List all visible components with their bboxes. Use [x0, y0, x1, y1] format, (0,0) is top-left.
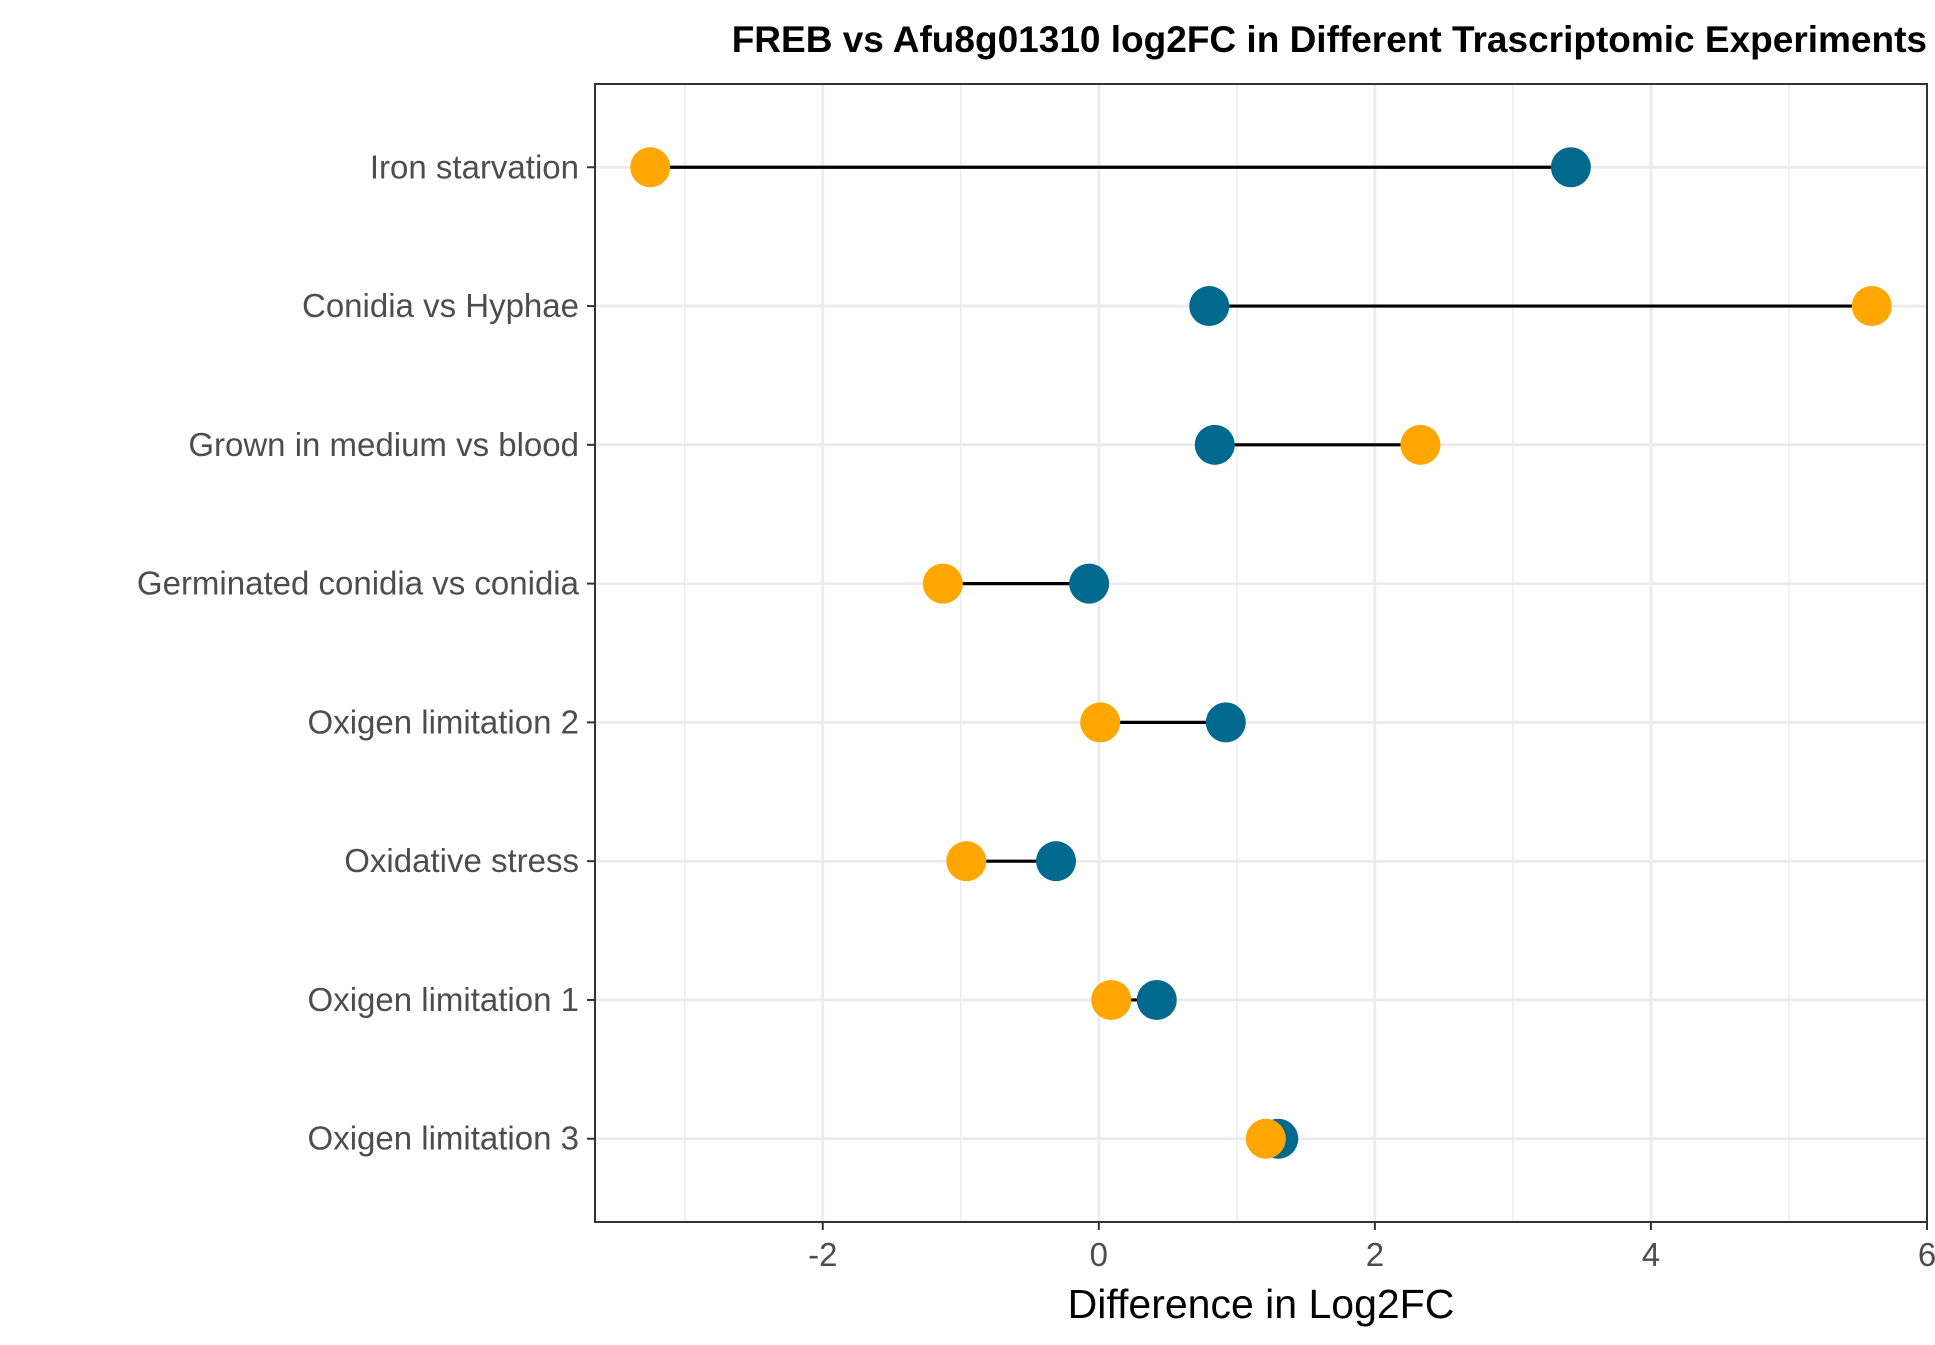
- data-point: [922, 563, 963, 604]
- data-point: [1205, 702, 1246, 743]
- y-tick-label: Grown in medium vs blood: [188, 426, 579, 463]
- data-point: [1550, 147, 1591, 188]
- points: [630, 147, 1892, 1159]
- grid: [595, 84, 1927, 1222]
- y-tick-label: Germinated conidia vs conidia: [137, 565, 580, 602]
- data-point: [1036, 841, 1077, 882]
- chart-title: FREB vs Afu8g01310 log2FC in Different T…: [732, 19, 1927, 60]
- y-tick-label: Conidia vs Hyphae: [302, 287, 579, 324]
- y-tick-label: Oxigen limitation 3: [308, 1120, 579, 1157]
- y-tick-label: Iron starvation: [370, 148, 579, 185]
- data-point: [1091, 979, 1132, 1020]
- data-point: [1080, 702, 1121, 743]
- data-point: [1069, 563, 1110, 604]
- y-axis: Iron starvation Conidia vs Hyphae Grown in…: [137, 148, 595, 1157]
- y-tick-label: Oxidative stress: [344, 842, 579, 879]
- data-point: [1400, 424, 1441, 465]
- data-point: [1189, 286, 1230, 327]
- x-tick-label: 0: [1090, 1236, 1108, 1273]
- x-axis-label: Difference in Log2FC: [1068, 1281, 1455, 1327]
- x-tick-label: 6: [1918, 1236, 1935, 1273]
- x-tick-label: 4: [1642, 1236, 1660, 1273]
- x-tick-label: -2: [808, 1236, 837, 1273]
- data-point: [1136, 979, 1177, 1020]
- y-tick-label: Oxigen limitation 2: [308, 703, 579, 740]
- data-point: [1245, 1118, 1286, 1159]
- y-tick-label: Oxigen limitation 1: [308, 981, 579, 1018]
- x-axis: -2 0 2 4 6: [808, 1222, 1935, 1273]
- connectors: [650, 165, 1872, 1141]
- panel-border: [594, 83, 1928, 1223]
- data-point: [1851, 286, 1892, 327]
- data-point: [630, 147, 671, 188]
- data-point: [1194, 424, 1235, 465]
- data-point: [946, 841, 987, 882]
- x-tick-label: 2: [1366, 1236, 1384, 1273]
